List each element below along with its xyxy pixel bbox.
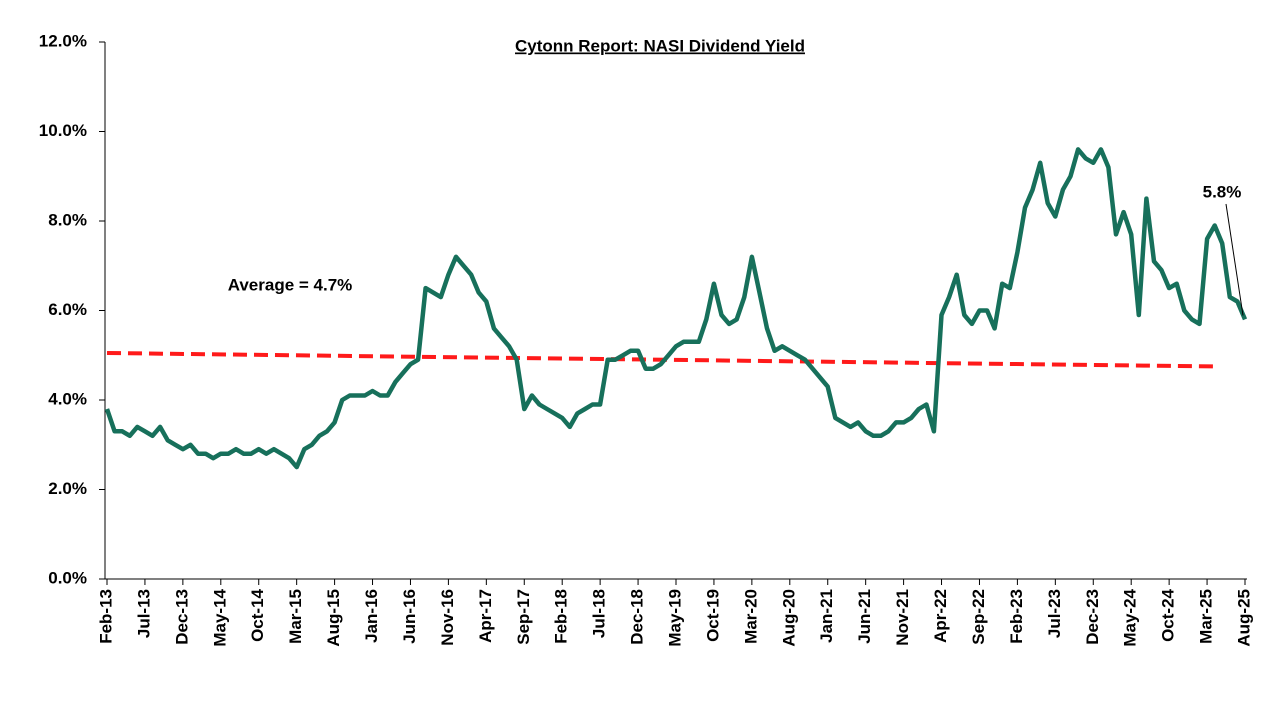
x-tick-label: Nov-16: [438, 589, 457, 646]
y-tick-label: 2.0%: [48, 479, 87, 498]
x-tick-label: Dec-23: [1083, 589, 1102, 645]
x-tick-label: Mar-25: [1197, 589, 1216, 644]
y-tick-label: 0.0%: [48, 568, 87, 587]
average-trend-line: [106, 351, 1215, 369]
x-tick-label: Aug-15: [324, 589, 343, 647]
x-tick-label: Dec-13: [172, 589, 191, 645]
leader-line: [1225, 203, 1244, 316]
average-label: Average = 4.7%: [228, 275, 353, 294]
x-tick-label: Aug-20: [779, 589, 798, 647]
y-tick-label: 10.0%: [39, 121, 87, 140]
x-tick-label: Mar-15: [286, 589, 305, 644]
x-tick-label: Feb-13: [96, 589, 115, 644]
x-tick-label: May-24: [1121, 588, 1140, 646]
x-tick-label: Jan-21: [817, 589, 836, 643]
x-tick-label: Dec-18: [628, 589, 647, 645]
y-tick-label: 12.0%: [39, 31, 87, 50]
x-tick-label: Mar-20: [741, 589, 760, 644]
x-tick-label: Apr-17: [476, 589, 495, 643]
x-tick-label: Feb-18: [552, 589, 571, 644]
x-tick-label: Oct-24: [1159, 588, 1178, 641]
x-tick-label: Nov-21: [893, 589, 912, 646]
x-tick-label: May-19: [665, 589, 684, 647]
x-tick-label: Jun-21: [855, 589, 874, 644]
x-tick-label: Sep-22: [969, 589, 988, 645]
y-tick-label: 6.0%: [48, 300, 87, 319]
last-value-label: 5.8%: [1203, 182, 1242, 201]
y-tick-label: 8.0%: [48, 210, 87, 229]
y-tick-label: 4.0%: [48, 389, 87, 408]
x-tick-label: Feb-23: [1007, 589, 1026, 644]
x-tick-label: Jul-13: [134, 589, 153, 638]
chart-title: Cytonn Report: NASI Dividend Yield: [515, 36, 805, 55]
x-tick-label: Jun-16: [400, 589, 419, 644]
x-tick-label: Jan-16: [362, 589, 381, 643]
x-tick-label: Apr-22: [931, 589, 950, 643]
x-tick-label: Jul-18: [590, 589, 609, 638]
yield-line: [104, 147, 1248, 470]
x-tick-label: Sep-17: [514, 589, 533, 645]
x-tick-label: Oct-14: [248, 588, 267, 641]
x-tick-label: Oct-19: [703, 589, 722, 642]
x-tick-label: May-14: [210, 588, 229, 646]
x-tick-label: Jul-23: [1045, 589, 1064, 638]
x-tick-label: Aug-25: [1234, 589, 1253, 647]
